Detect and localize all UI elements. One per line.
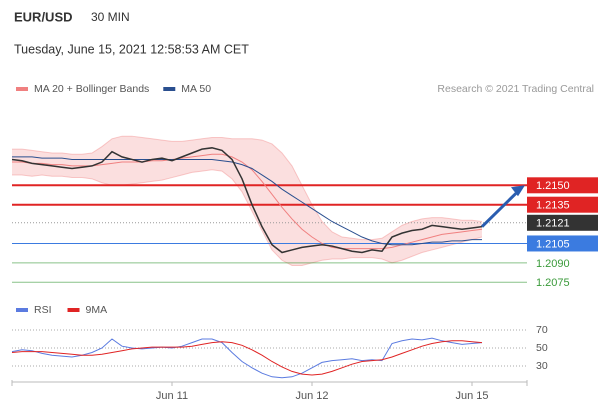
x-tick-label: Jun 12 xyxy=(295,390,328,402)
x-tick-label: Jun 15 xyxy=(455,390,488,402)
level-label: 1.2090 xyxy=(536,258,570,270)
rsi-line xyxy=(11,337,483,379)
timeframe: 30 MIN xyxy=(91,10,130,24)
level-label: 1.2075 xyxy=(536,277,570,289)
legend-swatch xyxy=(67,308,80,312)
level-box xyxy=(527,196,598,213)
legend-swatch xyxy=(163,87,176,91)
level-label: 1.2121 xyxy=(536,218,570,230)
ma-line xyxy=(12,156,482,246)
symbol: EUR/USD xyxy=(14,9,73,24)
legend-label: RSI xyxy=(34,304,52,316)
band-upper xyxy=(12,135,483,241)
date: Tuesday, June 15, 2021 12:58:53 AM CET xyxy=(14,42,249,56)
rsi-line xyxy=(11,340,483,376)
level-label: 1.2150 xyxy=(536,180,570,192)
band-fill xyxy=(12,136,482,266)
legend-label: MA 50 xyxy=(181,83,211,95)
y-tick-label: 70 xyxy=(536,324,548,336)
level-box xyxy=(527,177,598,194)
y-tick-label: 50 xyxy=(536,342,548,354)
price-line xyxy=(11,147,483,254)
legend-label: 9MA xyxy=(86,304,108,316)
legend-swatch xyxy=(16,308,28,312)
y-tick-label: 30 xyxy=(536,360,548,372)
level-box xyxy=(527,214,598,231)
band-lower xyxy=(12,169,483,266)
legend-swatch xyxy=(16,87,28,91)
forecast-arrow xyxy=(480,192,518,228)
credit: Research © 2021 Trading Central xyxy=(437,83,594,95)
legend-label: MA 20 + Bollinger Bands xyxy=(34,83,149,95)
x-tick-label: Jun 11 xyxy=(156,390,188,402)
level-label: 1.2105 xyxy=(536,238,570,250)
level-label: 1.2135 xyxy=(536,200,570,212)
arrow-head xyxy=(511,185,525,197)
level-box xyxy=(527,235,598,252)
